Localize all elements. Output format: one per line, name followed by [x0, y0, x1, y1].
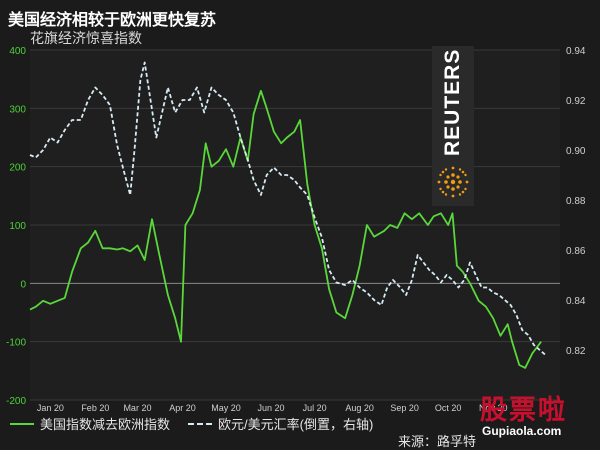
left-tick-label: 100	[9, 221, 26, 232]
x-tick-label: Apr 20	[169, 403, 196, 413]
left-tick-label: 300	[9, 104, 26, 115]
right-tick-label: 0.82	[566, 346, 586, 357]
x-tick-label: Oct 20	[435, 403, 462, 413]
right-tick-label: 0.90	[566, 146, 586, 157]
legend-label-fx: 欧元/美元汇率(倒置，右轴)	[218, 417, 374, 432]
series-line-fx	[29, 61, 547, 356]
right-tick-label: 0.92	[566, 96, 586, 107]
x-tick-label: Sep 20	[390, 403, 419, 413]
right-tick-label: 0.88	[566, 196, 586, 207]
chart-legend: 美国指数减去欧洲指数 欧元/美元汇率(倒置，右轴)	[10, 414, 391, 433]
chart-title: 美国经济相较于欧洲更快复苏	[8, 12, 217, 29]
left-tick-label: 400	[9, 46, 26, 57]
reuters-badge: REUTERS	[432, 46, 474, 206]
reuters-wordmark: REUTERS	[441, 48, 464, 156]
watermark: 股票啦 Gupiaola.com	[476, 388, 596, 446]
watermark-logo: 股票啦	[480, 395, 567, 426]
left-tick-label: -200	[6, 396, 26, 407]
legend-label-us: 美国指数减去欧洲指数	[40, 417, 171, 432]
legend-item-fx: 欧元/美元汇率(倒置，右轴)	[188, 414, 373, 433]
x-tick-label: Mar 20	[123, 403, 151, 413]
right-tick-label: 0.84	[566, 296, 586, 307]
x-tick-label: Nov 20	[479, 403, 508, 413]
chart-subtitle: 花旗经济惊喜指数	[30, 30, 142, 46]
x-tick-label: Jul 20	[303, 403, 327, 413]
left-tick-label: -100	[6, 338, 26, 349]
reuters-dot-logo-icon	[437, 166, 469, 198]
legend-swatch-fx	[188, 422, 213, 425]
watermark-domain: Gupiaola.com	[482, 424, 562, 438]
legend-swatch-us	[10, 422, 34, 425]
series-line-us	[29, 89, 542, 369]
right-tick-label: 0.94	[566, 46, 586, 57]
x-tick-label: Jan 20	[37, 403, 64, 413]
left-tick-label: 0	[20, 279, 26, 290]
x-tick-label: Jun 20	[258, 403, 285, 413]
x-tick-label: May 20	[211, 403, 241, 413]
legend-item-us: 美国指数减去欧洲指数	[10, 414, 170, 433]
x-tick-label: Feb 20	[81, 403, 109, 413]
left-tick-label: 200	[9, 163, 26, 174]
x-tick-label: Aug 20	[345, 403, 374, 413]
right-tick-label: 0.86	[566, 246, 586, 257]
source-note: 来源：路孚特	[398, 434, 477, 449]
